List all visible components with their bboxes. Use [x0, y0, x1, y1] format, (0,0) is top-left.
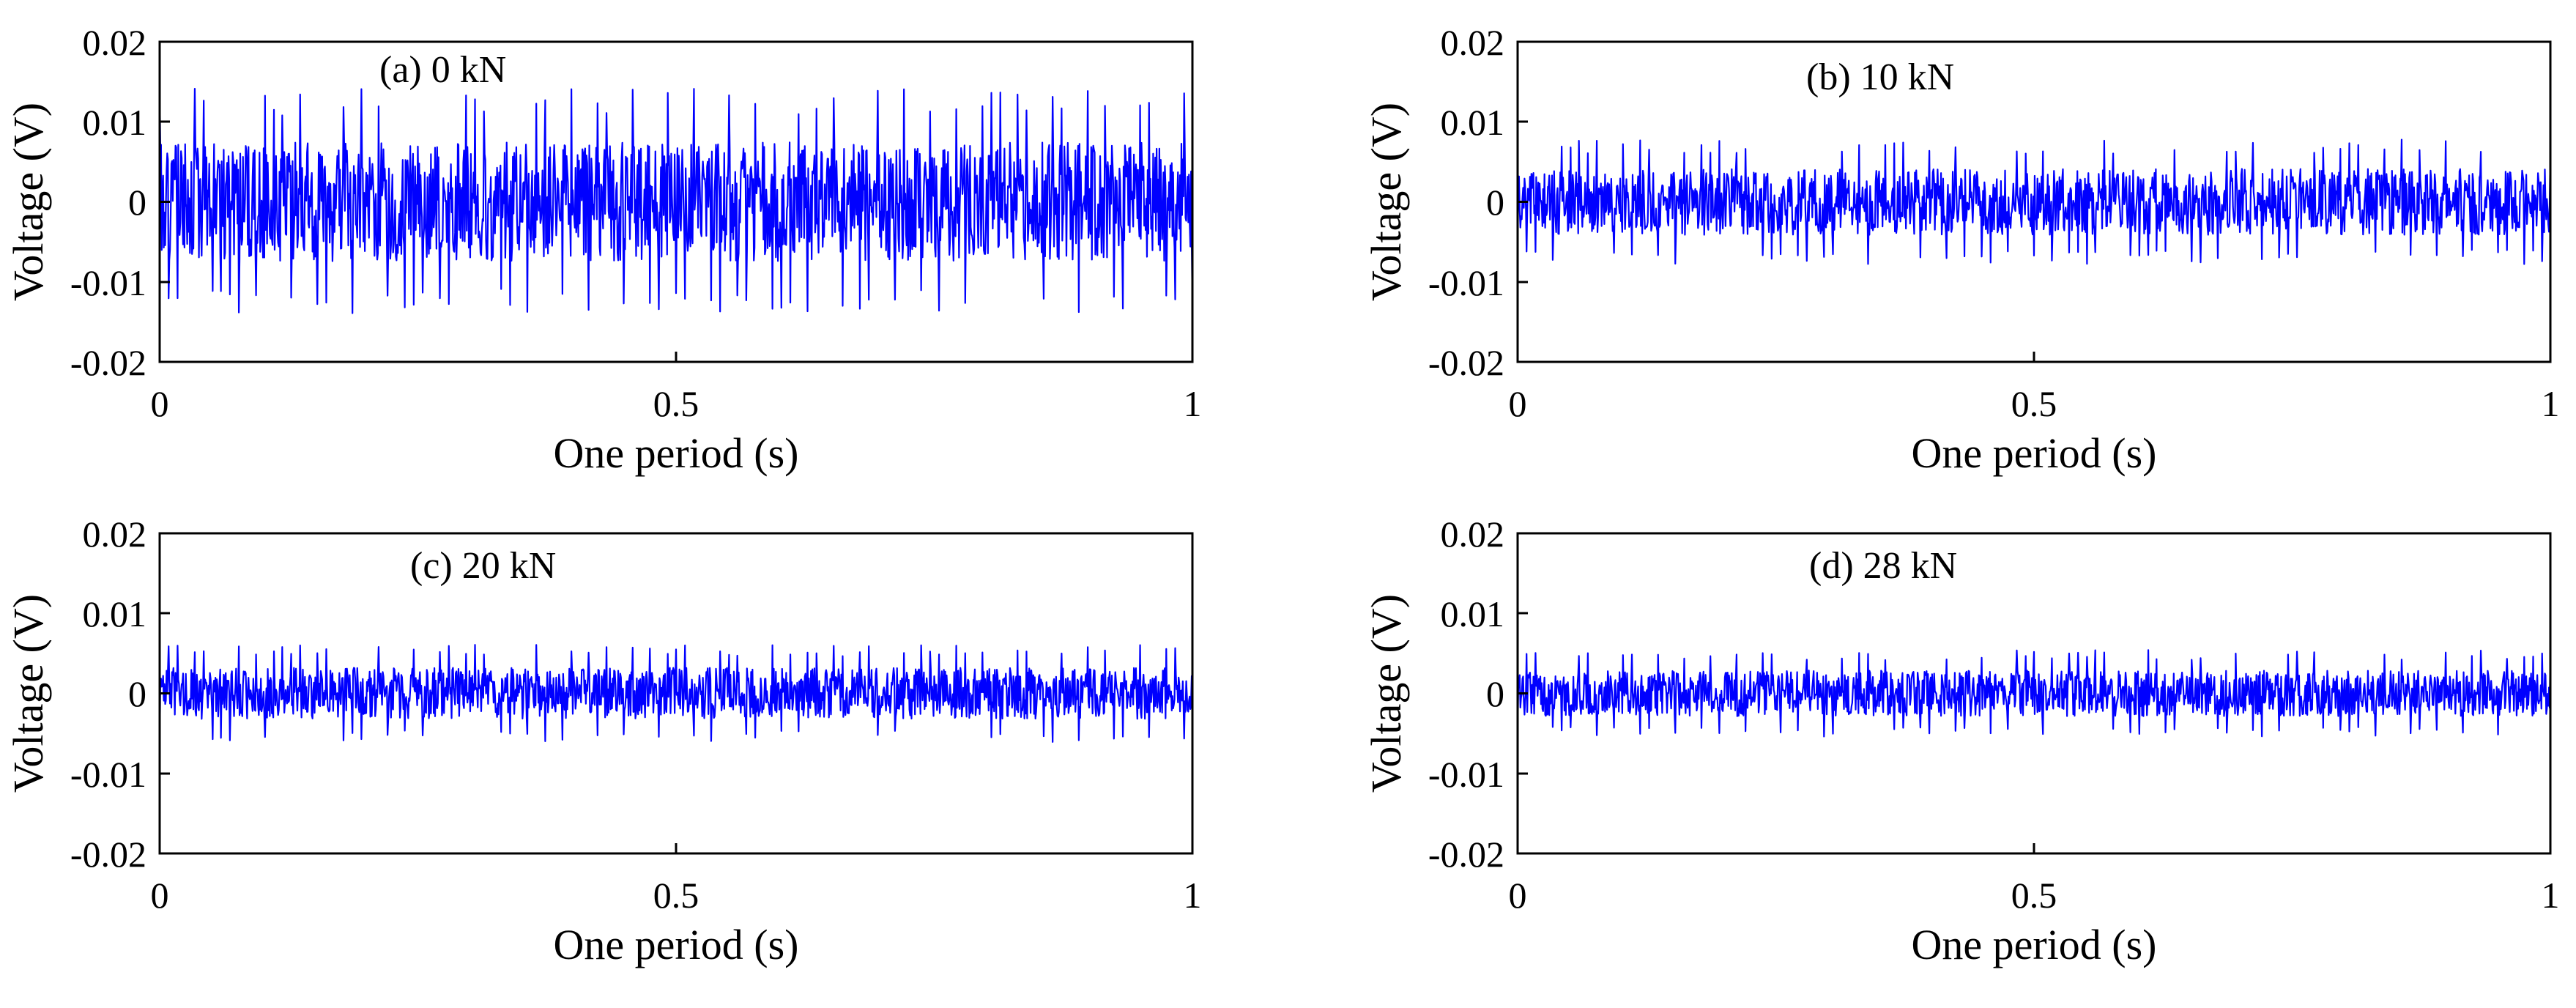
- x-axis-label: One period (s): [1911, 429, 2156, 477]
- panel-title: (a) 0 kN: [379, 49, 506, 91]
- x-tick-label: 0.5: [653, 875, 699, 916]
- panel-title: (d) 28 kN: [1809, 545, 1957, 587]
- signal-trace: [1516, 649, 2552, 738]
- y-tick-label: -0.01: [70, 754, 146, 795]
- x-tick-label: 0.5: [653, 383, 699, 424]
- y-tick-label: 0: [128, 182, 146, 223]
- y-tick-label: -0.02: [70, 342, 146, 383]
- x-axis-label: One period (s): [553, 429, 798, 477]
- y-tick-label: -0.02: [1428, 834, 1504, 875]
- y-tick-label: 0.02: [1441, 514, 1505, 555]
- x-tick-label: 0.5: [2011, 875, 2057, 916]
- panel-title: (b) 10 kN: [1806, 56, 1954, 98]
- x-tick-label: 0: [1509, 383, 1527, 424]
- y-tick-label: -0.02: [70, 834, 146, 875]
- y-tick-label: 0.01: [1441, 102, 1505, 143]
- panel-d: 0.02 0.01 0 -0.01 -0.02 0 0.5 1 One peri…: [1362, 514, 2560, 968]
- y-tick-label: -0.01: [1428, 754, 1504, 795]
- y-tick-label: 0.01: [83, 102, 147, 143]
- panel-b: 0.02 0.01 0 -0.01 -0.02 0 0.5 1 One peri…: [1362, 22, 2560, 477]
- y-axis-label: Voltage (V): [4, 594, 52, 793]
- x-axis-label: One period (s): [1911, 921, 2156, 968]
- y-axis-label: Voltage (V): [1362, 594, 1410, 793]
- signal-trace: [1516, 138, 2552, 265]
- panel-title: (c) 20 kN: [410, 545, 556, 587]
- signal-trace: [158, 87, 1194, 314]
- y-tick-label: 0.01: [83, 593, 147, 634]
- panel-c: 0.02 0.01 0 -0.01 -0.02 0 0.5 1 One peri…: [4, 514, 1202, 968]
- x-tick-label: 0.5: [2011, 383, 2057, 424]
- x-tick-label: 1: [1184, 383, 1202, 424]
- x-tick-label: 1: [1184, 875, 1202, 916]
- x-tick-label: 0: [1509, 875, 1527, 916]
- x-axis-label: One period (s): [553, 921, 798, 968]
- y-axis-label: Voltage (V): [1362, 103, 1410, 301]
- y-tick-label: 0: [128, 673, 146, 714]
- x-tick-label: 1: [2542, 875, 2560, 916]
- y-tick-label: -0.01: [1428, 262, 1504, 303]
- y-tick-label: 0.02: [83, 22, 147, 63]
- y-tick-label: -0.01: [70, 262, 146, 303]
- y-tick-label: 0.01: [1441, 593, 1505, 634]
- x-tick-label: 0: [151, 383, 169, 424]
- signal-trace: [158, 644, 1194, 743]
- y-tick-label: 0: [1486, 182, 1504, 223]
- y-tick-label: 0: [1486, 673, 1504, 714]
- panel-a: 0.02 0.01 0 -0.01 -0.02 0 0.5 1 One peri…: [4, 22, 1202, 477]
- y-tick-label: -0.02: [1428, 342, 1504, 383]
- x-tick-label: 0: [151, 875, 169, 916]
- y-tick-label: 0.02: [1441, 22, 1505, 63]
- x-tick-label: 1: [2542, 383, 2560, 424]
- y-axis-label: Voltage (V): [4, 103, 52, 301]
- y-tick-label: 0.02: [83, 514, 147, 555]
